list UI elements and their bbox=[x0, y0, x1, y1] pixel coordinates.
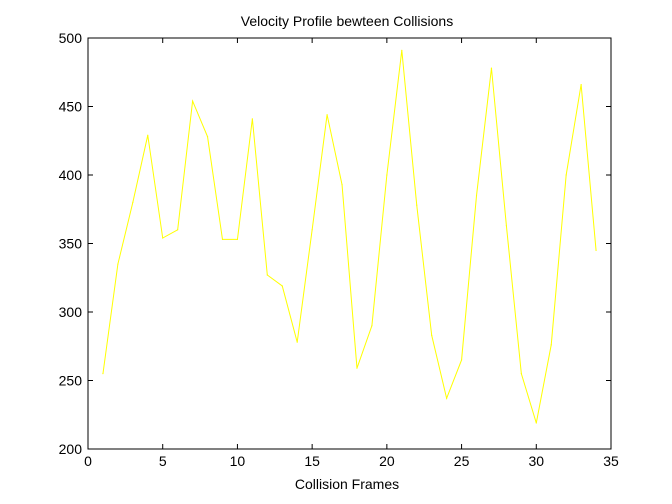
data-point bbox=[446, 397, 448, 399]
data-point bbox=[132, 201, 134, 203]
data-point bbox=[475, 194, 478, 197]
data-point bbox=[311, 229, 313, 231]
series-layer bbox=[102, 49, 597, 424]
x-tick-label: 35 bbox=[603, 453, 619, 469]
data-point bbox=[266, 274, 268, 276]
x-tick-label: 10 bbox=[230, 453, 246, 469]
data-point bbox=[386, 174, 388, 176]
x-tick-label: 5 bbox=[159, 453, 167, 469]
data-point bbox=[371, 325, 373, 327]
plot-area bbox=[87, 37, 612, 450]
x-axis-label: Collision Frames bbox=[295, 476, 399, 492]
data-point bbox=[565, 174, 567, 176]
y-tick-label: 500 bbox=[59, 30, 83, 46]
data-point bbox=[251, 118, 253, 120]
data-point bbox=[221, 238, 224, 240]
data-point bbox=[505, 225, 507, 227]
data-point bbox=[580, 83, 582, 86]
y-tick-label: 200 bbox=[59, 441, 83, 457]
data-point bbox=[490, 67, 493, 69]
y-tick-label: 250 bbox=[59, 373, 83, 389]
data-point bbox=[401, 49, 403, 51]
x-tick-label: 0 bbox=[84, 453, 92, 469]
data-point bbox=[192, 100, 194, 102]
data-point bbox=[356, 367, 358, 369]
x-tick-label: 25 bbox=[454, 453, 470, 469]
data-point bbox=[326, 114, 328, 116]
data-point bbox=[416, 204, 418, 206]
data-point bbox=[550, 344, 552, 346]
axis-ticks: 0 5 10 15 20 25 30 35 200 250 300 350 400 450 500 bbox=[59, 30, 619, 469]
y-tick-label: 450 bbox=[59, 99, 83, 115]
y-tick-label: 300 bbox=[59, 304, 83, 320]
chart-title: Velocity Profile bewteen Collisions bbox=[241, 13, 453, 29]
data-point bbox=[102, 373, 104, 375]
x-tick-label: 20 bbox=[379, 453, 395, 469]
y-tick-label: 350 bbox=[59, 236, 83, 252]
data-point bbox=[147, 134, 149, 136]
x-tick-label: 15 bbox=[304, 453, 320, 469]
data-point bbox=[236, 238, 239, 240]
data-point bbox=[296, 341, 298, 343]
data-point bbox=[177, 229, 179, 231]
data-point bbox=[281, 285, 283, 287]
y-tick-label: 400 bbox=[59, 167, 83, 183]
series-line bbox=[102, 50, 597, 424]
data-point bbox=[341, 183, 343, 186]
data-point bbox=[117, 263, 119, 265]
data-point bbox=[162, 237, 164, 239]
x-tick-label: 30 bbox=[528, 453, 544, 469]
data-point bbox=[206, 136, 209, 138]
data-point bbox=[520, 373, 522, 375]
data-point bbox=[460, 359, 463, 361]
data-point bbox=[535, 422, 537, 424]
data-point bbox=[595, 249, 597, 251]
data-point bbox=[431, 334, 433, 336]
